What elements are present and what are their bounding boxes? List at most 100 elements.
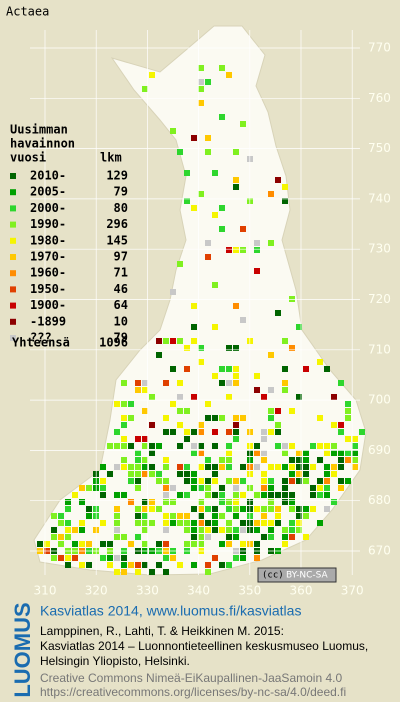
square [317,443,323,449]
square [135,569,141,575]
square [240,527,246,533]
legend-count: 64 [114,298,128,312]
square [198,520,204,526]
square [303,366,309,372]
square [198,464,204,470]
square [198,100,204,106]
legend-label: ??? [30,331,52,345]
square [198,478,204,484]
square [282,450,288,456]
square [212,464,218,470]
square [170,513,176,519]
square [177,562,183,568]
square [233,527,239,533]
square [184,170,190,176]
citation-line: Helsingin Yliopisto, Helsinki. [40,654,190,668]
square [219,205,225,211]
square [107,443,113,449]
square [275,492,281,498]
square [72,492,78,498]
square [212,520,218,526]
square [233,555,239,561]
square [352,457,358,463]
square [121,492,127,498]
square [72,527,78,533]
square [296,324,302,330]
square [303,506,309,512]
square [310,485,316,491]
square [135,457,141,463]
square [51,527,57,533]
square [254,443,260,449]
square [128,541,134,547]
square [121,415,127,421]
square [289,527,295,533]
square [226,247,232,253]
square [233,492,239,498]
square [79,562,85,568]
square [51,534,57,540]
square [212,527,218,533]
square [219,65,225,71]
easting-label: 360 [290,584,313,598]
square [317,359,323,365]
square [219,457,225,463]
square [205,401,211,407]
square [191,303,197,309]
square [107,562,113,568]
square [79,499,85,505]
legend-label: 1970- [30,250,66,264]
square [233,177,239,183]
square [191,478,197,484]
square [205,569,211,575]
square [198,485,204,491]
legend-total-label: Yhteensä [12,336,70,350]
square [324,450,330,456]
square [233,345,239,351]
square [114,506,120,512]
square [142,520,148,526]
square [121,457,127,463]
square [219,499,225,505]
square [289,499,295,505]
legend-swatch [10,189,16,196]
easting-label: 370 [341,584,364,598]
square [86,506,92,512]
northing-label: 760 [368,91,391,105]
square [177,443,183,449]
square [51,513,57,519]
square [275,429,281,435]
northing-label: 690 [368,443,391,457]
northing-label: 730 [368,242,391,256]
legend-count: 97 [114,250,128,264]
square [177,261,183,267]
square [163,513,169,519]
square [65,527,71,533]
square [275,443,281,449]
square [149,72,155,78]
square [128,415,134,421]
square [359,429,365,435]
square [156,338,162,344]
square [282,499,288,505]
square [72,555,78,561]
square [107,541,113,547]
species-name: Actaea [6,5,49,19]
square [352,464,358,470]
square [177,520,183,526]
square [219,513,225,519]
northing-label: 670 [368,544,391,558]
square [345,450,351,456]
square [268,492,274,498]
square [289,506,295,512]
square [198,429,204,435]
square [233,478,239,484]
square [149,471,155,477]
square [177,464,183,470]
square [58,534,64,540]
square [261,394,267,400]
square [219,562,225,568]
finland-outline [33,25,367,576]
square [65,555,71,561]
square [121,464,127,470]
